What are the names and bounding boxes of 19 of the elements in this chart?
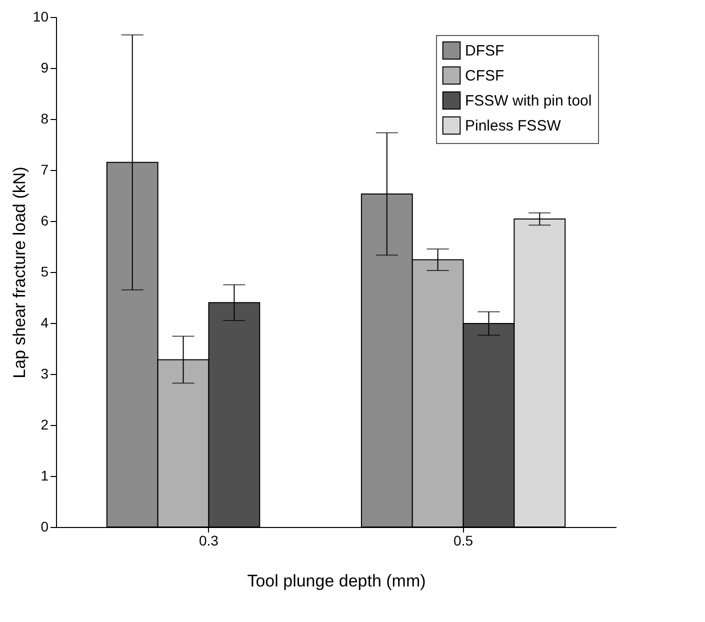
legend-label: CFSF <box>465 68 504 84</box>
y-tick-label: 2 <box>40 416 49 432</box>
y-tick-label: 10 <box>32 8 49 24</box>
y-tick-label: 3 <box>40 366 49 382</box>
y-tick-label: 5 <box>40 264 49 280</box>
x-tick-label: 0.3 <box>198 532 219 548</box>
y-tick-label: 8 <box>40 110 49 126</box>
y-tick-label: 7 <box>40 162 49 178</box>
y-tick-label: 9 <box>40 60 49 76</box>
y-axis-title: Lap shear fracture load (kN) <box>10 166 29 378</box>
legend-label: DFSF <box>465 42 504 60</box>
x-axis-title: Tool plunge depth (mm) <box>247 572 426 590</box>
legend-label: Pinless FSSW <box>465 118 562 134</box>
y-tick-label: 0 <box>40 518 49 534</box>
legend-label: FSSW with pin tool <box>465 92 592 110</box>
x-tick-label: 0.5 <box>454 532 474 548</box>
y-tick-label: 6 <box>40 212 49 228</box>
y-tick-label: 1 <box>40 468 49 484</box>
y-tick-label: 4 <box>40 314 49 330</box>
